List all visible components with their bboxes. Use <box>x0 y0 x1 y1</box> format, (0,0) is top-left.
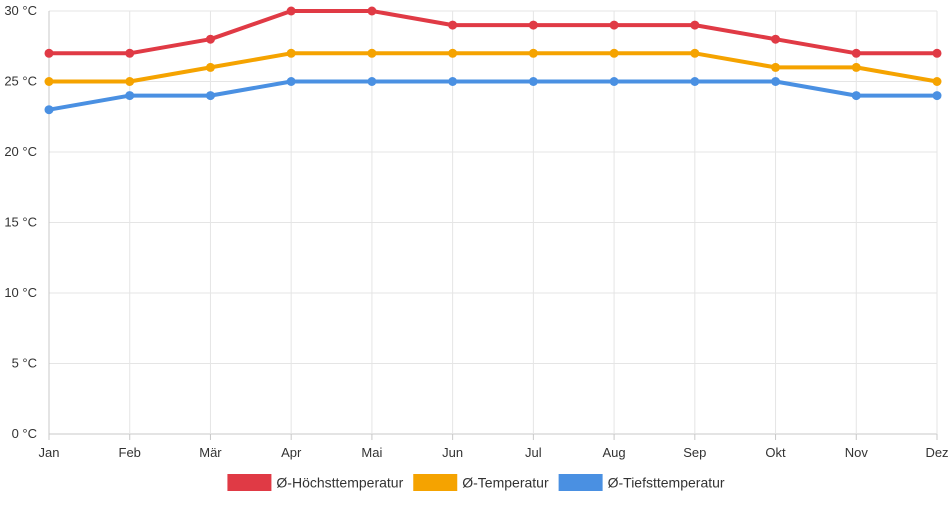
x-tick-label: Nov <box>845 445 869 460</box>
legend: Ø-Höchsttemperatur Ø-Temperatur Ø-Tiefstte… <box>227 474 725 491</box>
data-point[interactable] <box>690 20 700 30</box>
data-point[interactable] <box>367 6 377 16</box>
data-point[interactable] <box>286 6 296 16</box>
legend-swatch <box>227 474 272 491</box>
x-tick-label: Sep <box>683 445 706 460</box>
legend-label: Ø-Temperatur <box>462 475 549 491</box>
y-tick-label: 0 °C <box>12 426 37 441</box>
data-point[interactable] <box>367 48 377 58</box>
series-layer <box>44 6 942 115</box>
legend-label: Ø-Höchsttemperatur <box>276 475 403 491</box>
legend-swatch <box>413 474 458 491</box>
y-tick-label: 30 °C <box>4 3 37 18</box>
legend-item[interactable]: Ø-Höchsttemperatur <box>227 474 404 491</box>
series-line <box>47 79 939 112</box>
x-tick-label: Jun <box>442 445 463 460</box>
grid-lines <box>48 10 938 435</box>
data-point[interactable] <box>528 48 538 58</box>
x-tick-label: Mai <box>361 445 382 460</box>
x-tick-label: Mär <box>199 445 222 460</box>
series-2 <box>44 48 942 86</box>
data-point[interactable] <box>286 77 296 86</box>
legend-swatch <box>558 474 603 491</box>
series-line <box>47 9 939 56</box>
data-point[interactable] <box>367 77 377 86</box>
data-point[interactable] <box>932 48 942 58</box>
x-tick-label: Apr <box>281 445 302 460</box>
data-point[interactable] <box>851 48 861 58</box>
legend-item[interactable]: Ø-Temperatur <box>413 474 549 491</box>
data-point[interactable] <box>125 48 135 58</box>
data-point[interactable] <box>205 91 215 101</box>
series-1 <box>44 6 942 58</box>
y-tick-label: 5 °C <box>12 356 37 371</box>
data-point[interactable] <box>286 48 296 58</box>
data-point[interactable] <box>448 20 458 30</box>
data-point[interactable] <box>932 77 942 86</box>
data-point[interactable] <box>771 62 781 72</box>
x-tick-label: Okt <box>765 445 786 460</box>
data-point[interactable] <box>690 77 700 86</box>
y-tick-label: 10 °C <box>4 285 37 300</box>
data-point[interactable] <box>205 62 215 72</box>
series-line <box>47 51 939 84</box>
data-point[interactable] <box>125 91 135 101</box>
data-point[interactable] <box>609 48 619 58</box>
data-point[interactable] <box>528 20 538 30</box>
data-point[interactable] <box>44 48 54 58</box>
data-point[interactable] <box>932 91 942 101</box>
y-tick-label: 15 °C <box>4 215 37 230</box>
data-point[interactable] <box>851 91 861 101</box>
x-tick-label: Jul <box>525 445 542 460</box>
x-tick-label: Feb <box>119 445 141 460</box>
data-point[interactable] <box>44 105 54 115</box>
data-point[interactable] <box>205 34 215 44</box>
y-tick-label: 25 °C <box>4 74 37 89</box>
x-tick-label: Aug <box>603 445 626 460</box>
data-point[interactable] <box>771 34 781 44</box>
data-point[interactable] <box>690 48 700 58</box>
data-point[interactable] <box>44 77 54 86</box>
data-point[interactable] <box>771 77 781 86</box>
data-point[interactable] <box>125 77 135 86</box>
legend-item[interactable]: Ø-Tiefsttemperatur <box>558 474 725 491</box>
x-axis: Jan Feb Mär Apr Mai Jun Jul Aug Sep Okt Nov Dez <box>39 434 949 460</box>
series-3 <box>44 77 942 115</box>
data-point[interactable] <box>448 48 458 58</box>
legend-label: Ø-Tiefsttemperatur <box>608 475 725 491</box>
y-axis: 0 °C 5 °C 10 °C 15 °C 20 °C 25 °C 30 °C <box>4 3 37 441</box>
data-point[interactable] <box>609 20 619 30</box>
x-tick-label: Dez <box>925 445 948 460</box>
x-tick-label: Jan <box>39 445 60 460</box>
data-point[interactable] <box>528 77 538 86</box>
data-point[interactable] <box>609 77 619 86</box>
data-point[interactable] <box>448 77 458 86</box>
y-tick-label: 20 °C <box>4 144 37 159</box>
data-point[interactable] <box>851 62 861 72</box>
